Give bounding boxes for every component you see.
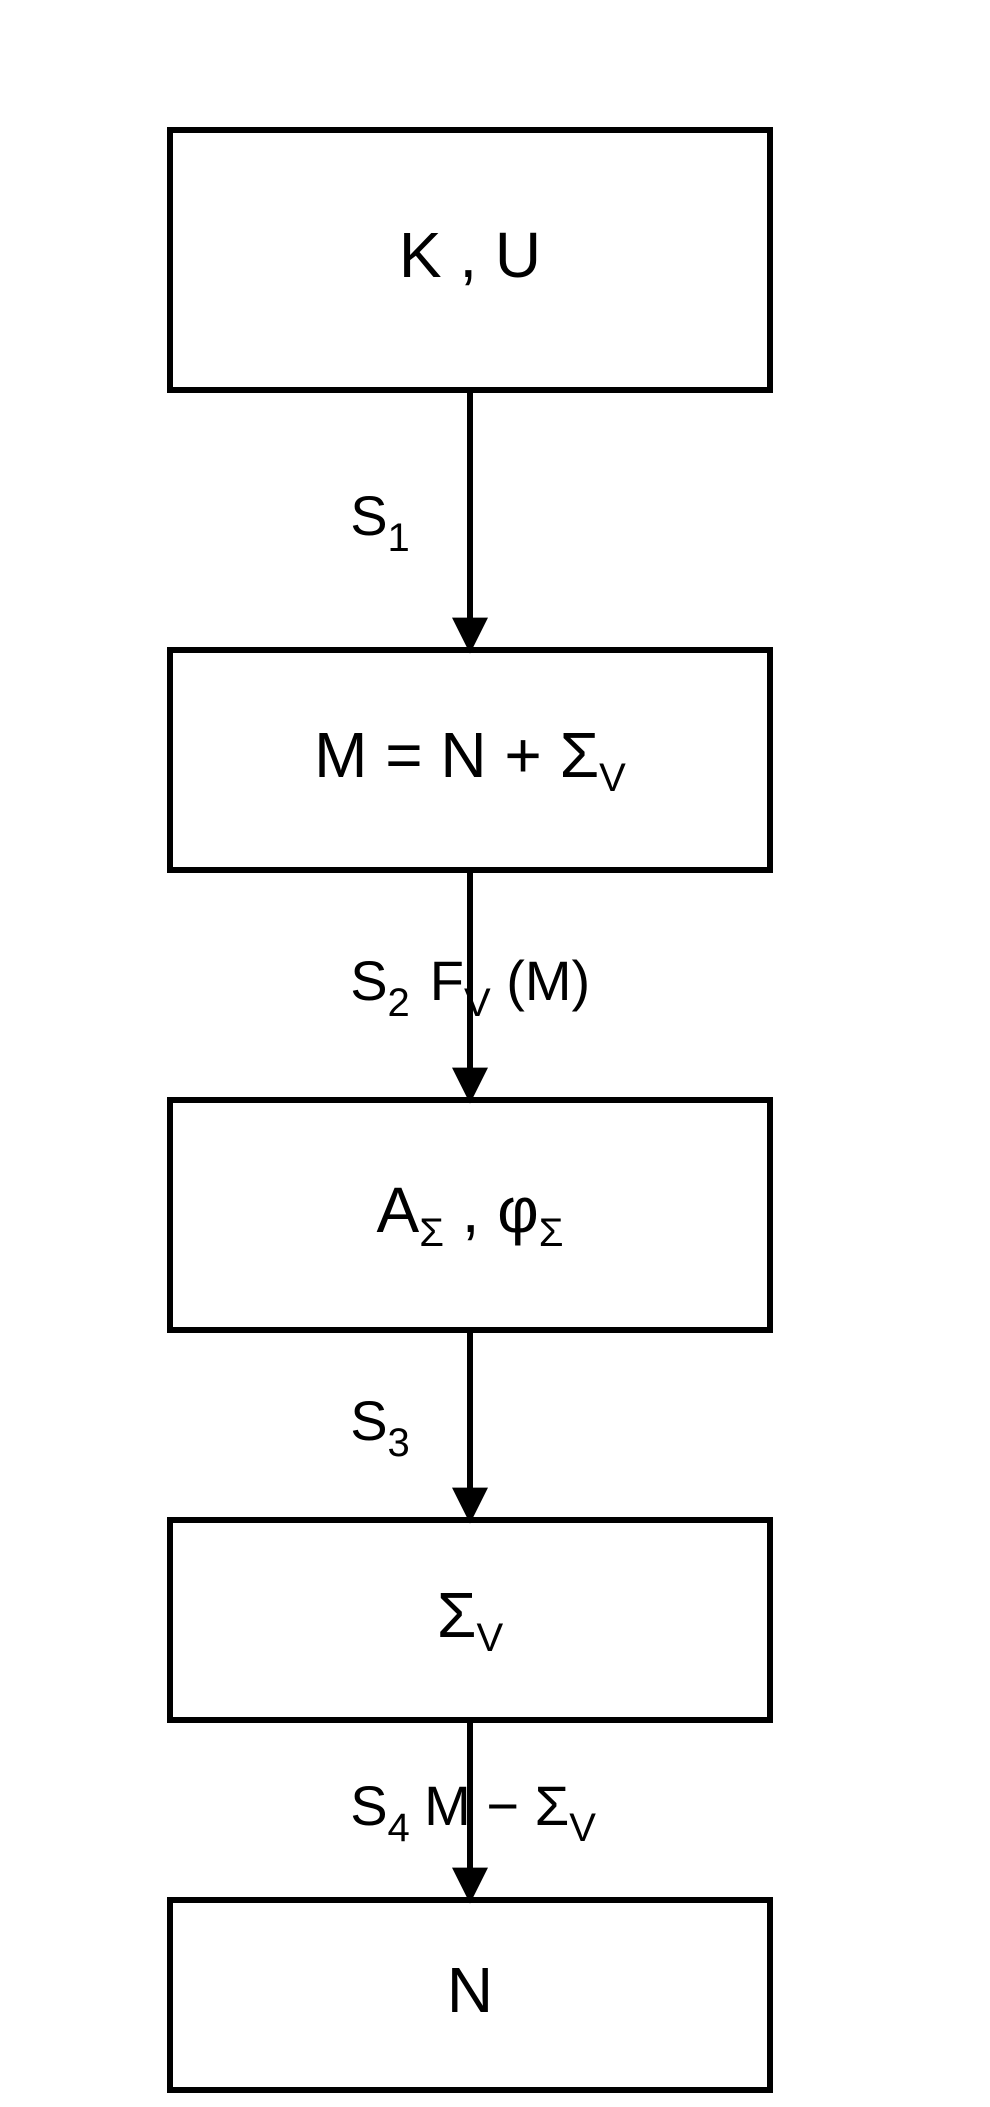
flowchart: K , UM = N + ΣVAΣ , φΣΣVNS1S2FV (M)S3S4M…: [0, 0, 990, 2107]
flow-node-label: AΣ , φΣ: [377, 1174, 564, 1255]
flow-node-label: M = N + ΣV: [314, 719, 626, 800]
flow-node-label: N: [447, 1954, 493, 2026]
flow-node-label: K , U: [399, 219, 541, 291]
